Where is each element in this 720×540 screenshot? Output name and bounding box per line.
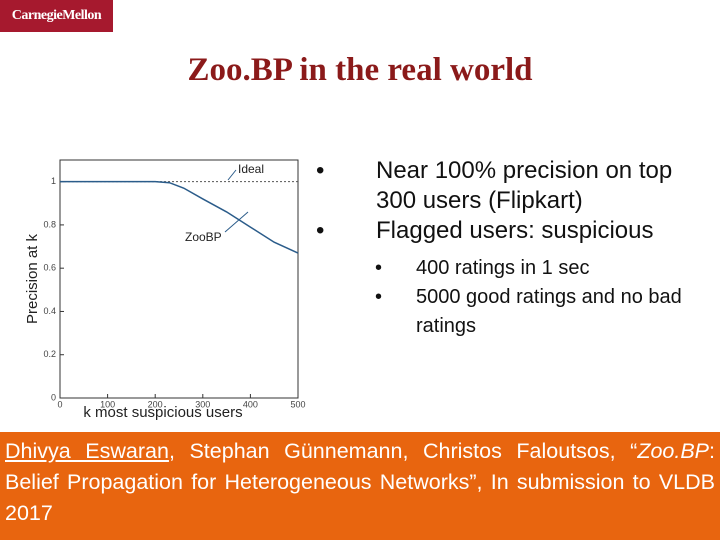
x-tick-label: 300 bbox=[195, 399, 210, 409]
citation-text: : Belief Propagation for Heterogeneous N… bbox=[5, 439, 715, 525]
annotation-arrow bbox=[224, 211, 249, 233]
y-tick-label: 1 bbox=[51, 176, 56, 186]
sub-list: 400 ratings in 1 sec5000 good ratings an… bbox=[312, 254, 712, 341]
sub-bullet: 400 ratings in 1 sec bbox=[312, 254, 712, 283]
y-tick-label: 0.2 bbox=[43, 349, 56, 359]
x-tick-label: 200 bbox=[148, 399, 163, 409]
series-line bbox=[60, 180, 299, 254]
bullet: Near 100% precision on top 300 users (Fl… bbox=[312, 156, 712, 216]
y-tick-label: 0.8 bbox=[43, 219, 56, 229]
y-axis-label: Precision at k bbox=[24, 233, 41, 324]
citation-text: , Stephan Günnemann, Christos Faloutsos,… bbox=[168, 439, 638, 463]
x-tick-label: 500 bbox=[290, 399, 305, 409]
x-axis-label: k most suspicious users bbox=[83, 404, 242, 421]
x-tick-label: 0 bbox=[57, 399, 62, 409]
bullet-list: Near 100% precision on top 300 users (Fl… bbox=[312, 156, 712, 341]
chart: 0 0.2 0.4 0.6 0.8 1 0 100 200 300 400 500 k most sus… bbox=[24, 159, 306, 421]
plot-frame bbox=[59, 159, 299, 399]
bullet: Flagged users: suspicious bbox=[312, 216, 712, 246]
citation-text: Zoo.BP bbox=[637, 439, 710, 463]
sub-bullet: 5000 good ratings and no bad ratings bbox=[312, 283, 712, 341]
annotation-arrow bbox=[227, 169, 237, 181]
logo: CarnegieMellon bbox=[0, 0, 113, 32]
x-tick-label: 100 bbox=[100, 399, 115, 409]
author-link[interactable]: Dhivya Eswaran bbox=[5, 439, 169, 463]
series-annotation: Ideal bbox=[238, 162, 264, 176]
y-tick-label: 0.4 bbox=[43, 306, 56, 316]
y-tick-label: 0.6 bbox=[43, 263, 56, 273]
y-tick-label: 0 bbox=[51, 392, 56, 402]
slide-title: Zoo.BP in the real world bbox=[187, 52, 533, 88]
citation: Dhivya Eswaran, Stephan Günnemann, Chris… bbox=[0, 432, 720, 540]
series-annotation: ZooBP bbox=[185, 230, 222, 244]
x-tick-label: 400 bbox=[243, 399, 258, 409]
